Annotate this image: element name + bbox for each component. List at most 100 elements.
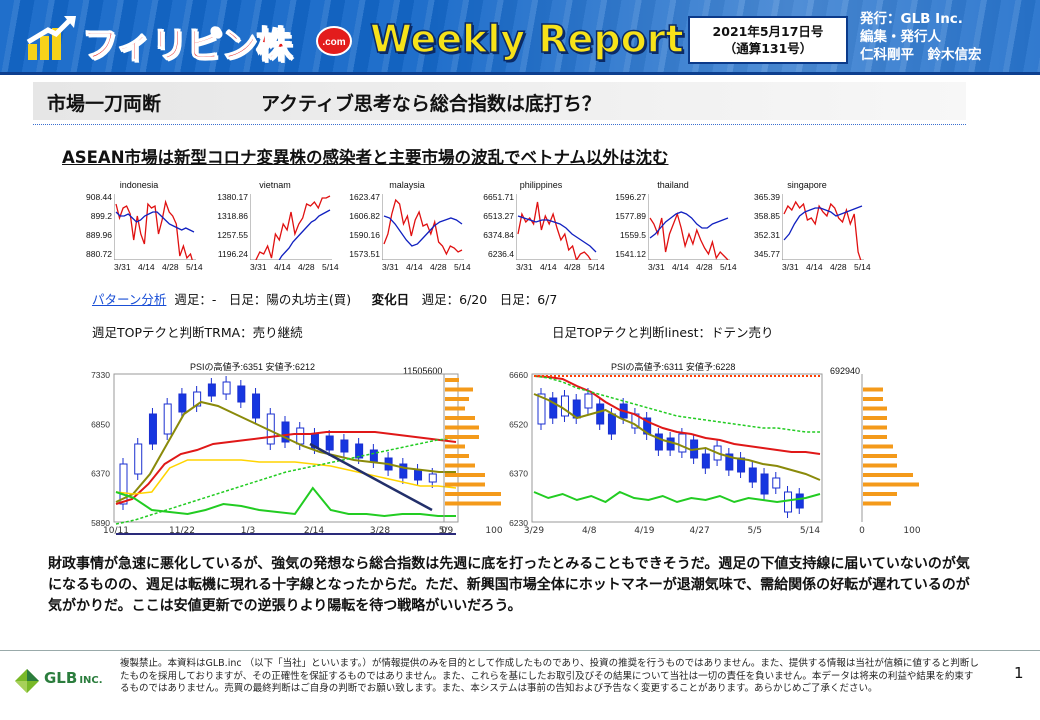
mini-y-tick: 908.44 bbox=[86, 192, 112, 202]
mini-x-tick: 3/31 bbox=[382, 262, 399, 272]
mini-chart-plot bbox=[648, 194, 730, 260]
daily-chart-title: 日足TOPテクと判断linest：ドテン売り bbox=[552, 325, 774, 340]
issue-date: 2021年5月17日号 bbox=[712, 24, 824, 39]
mini-y-tick: 1196.24 bbox=[217, 249, 248, 259]
mini-x-tick: 5/14 bbox=[720, 262, 737, 272]
mini-x-tick: 4/28 bbox=[696, 262, 713, 272]
mini-chart-indonesia: indonesia 908.44 899.2 889.96 880.72 3/31 4/14… bbox=[74, 178, 204, 274]
chart-arrow-logo-icon bbox=[26, 16, 76, 60]
mini-x-tick: 3/31 bbox=[648, 262, 665, 272]
mini-y-tick: 345.77 bbox=[754, 249, 780, 259]
mini-x-tick: 4/14 bbox=[406, 262, 423, 272]
mini-y-tick: 899.2 bbox=[90, 211, 112, 221]
mini-x-tick: 4/14 bbox=[138, 262, 155, 272]
mini-x-tick: 5/14 bbox=[186, 262, 203, 272]
mini-y-tick: 365.39 bbox=[754, 192, 780, 202]
mini-chart-philippines: philippines 6651.71 6513.27 6374.84 6236.4 3/… bbox=[476, 178, 606, 274]
mini-y-tick: 1380.17 bbox=[217, 192, 248, 202]
mini-y-tick: 352.31 bbox=[754, 230, 780, 240]
x-tick: 3/28 bbox=[370, 526, 390, 536]
daily-volume-max: 692940 bbox=[830, 366, 861, 376]
mini-y-tick: 1606.82 bbox=[349, 211, 380, 221]
mini-x-tick: 5/14 bbox=[322, 262, 339, 272]
y-tick: 6520 bbox=[509, 419, 528, 429]
x-tick: 11/22 bbox=[169, 526, 195, 536]
mini-x-tick: 4/28 bbox=[564, 262, 581, 272]
y-tick: 6370 bbox=[509, 469, 528, 479]
daily-psi-label: PSIの高値予:6311 安値予:6228 bbox=[611, 362, 736, 372]
mini-chart-title: malaysia bbox=[389, 180, 425, 190]
mini-y-tick: 1577.89 bbox=[615, 211, 646, 221]
y-tick: 6850 bbox=[91, 419, 110, 429]
mini-x-tick: 4/28 bbox=[830, 262, 847, 272]
mini-y-tick: 6651.71 bbox=[483, 192, 514, 202]
glb-logo-suffix: INC. bbox=[79, 675, 103, 686]
x-tick: 5/5 bbox=[748, 526, 762, 536]
mini-x-tick: 4/14 bbox=[672, 262, 689, 272]
change-day-label: 変化日 bbox=[371, 292, 410, 307]
weekly-chart-title: 週足TOPテクと判断TRMA：売り継続 bbox=[92, 325, 303, 340]
mini-y-tick: 6374.84 bbox=[483, 230, 514, 240]
pattern-analysis-row: パターン分析 週足：- 日足：陽の丸坊主(買) 変化日 週足：6/20 日足：6… bbox=[92, 289, 557, 308]
mini-y-tick: 889.96 bbox=[86, 230, 112, 240]
mini-x-tick: 3/31 bbox=[114, 262, 131, 272]
mini-x-tick: 3/31 bbox=[516, 262, 533, 272]
mini-x-tick: 5/14 bbox=[588, 262, 605, 272]
mini-chart-plot bbox=[114, 194, 196, 260]
change-day-weekly: 週足：6/20 bbox=[421, 292, 488, 307]
y-tick: 6230 bbox=[509, 518, 528, 528]
mini-x-tick: 4/28 bbox=[162, 262, 179, 272]
mini-chart-title: vietnam bbox=[259, 180, 291, 190]
mini-x-tick: 4/14 bbox=[806, 262, 823, 272]
mini-x-tick: 5/14 bbox=[854, 262, 871, 272]
mini-y-tick: 880.72 bbox=[86, 249, 112, 259]
x-tick: 5/14 bbox=[800, 526, 820, 536]
mini-x-tick: 3/31 bbox=[782, 262, 799, 272]
header-banner bbox=[0, 0, 1040, 72]
mini-x-tick: 4/14 bbox=[540, 262, 557, 272]
commentary-paragraph: 財政事情が急速に悪化しているが、強気の発想なら総合指数は先週に底を打ったとみるこ… bbox=[48, 556, 970, 614]
mini-chart-plot bbox=[382, 194, 464, 260]
y-tick: 5890 bbox=[91, 518, 110, 528]
y-tick: 7330 bbox=[91, 370, 110, 380]
change-day-daily: 日足：6/7 bbox=[499, 292, 558, 307]
brand-badge-text: .com bbox=[322, 37, 345, 48]
pattern-daily: 日足：陽の丸坊主(買) bbox=[228, 292, 352, 307]
pattern-analysis-link[interactable]: パターン分析 bbox=[92, 292, 167, 307]
mini-chart-plot bbox=[250, 194, 332, 260]
mini-y-tick: 358.85 bbox=[754, 211, 780, 221]
mini-chart-title: singapore bbox=[787, 180, 827, 190]
section-headline: アクティブ思考なら総合指数は底打ち？ bbox=[261, 93, 601, 115]
weekly-report-title: Weekly Report bbox=[369, 16, 684, 62]
issue-number: （通算131号） bbox=[723, 41, 813, 56]
mini-chart-plot bbox=[516, 194, 598, 260]
x-tick: 1/3 bbox=[241, 526, 255, 536]
mini-y-tick: 1257.55 bbox=[217, 230, 248, 240]
mini-y-tick: 1623.47 bbox=[349, 192, 380, 202]
x-tick: 4/8 bbox=[582, 526, 597, 536]
footer-divider bbox=[0, 650, 1040, 651]
y-tick: 6370 bbox=[91, 469, 110, 479]
hist-tick: 100 bbox=[485, 526, 502, 536]
brand-badge-icon: .com bbox=[316, 26, 352, 56]
mini-x-tick: 5/14 bbox=[454, 262, 471, 272]
issue-date-box: 2021年5月17日号 （通算131号） bbox=[688, 16, 848, 64]
mini-y-tick: 1541.12 bbox=[615, 249, 646, 259]
glb-logo-main: GLB bbox=[44, 669, 78, 687]
mini-chart-plot bbox=[782, 194, 864, 260]
weekly-volume-max: 11505600 bbox=[403, 366, 443, 376]
hist-tick: 0 bbox=[441, 526, 447, 536]
mini-y-tick: 1318.86 bbox=[217, 211, 248, 221]
subheading: ASEAN市場は新型コロナ変異株の感染者と主要市場の波乱でベトナム以外は沈む bbox=[62, 148, 669, 167]
mini-chart-vietnam: vietnam 1380.17 1318.86 1257.55 1196.24 3/31 4… bbox=[210, 178, 340, 274]
header-divider bbox=[0, 72, 1040, 75]
mini-y-tick: 6236.4 bbox=[488, 249, 514, 259]
glb-logo-text: GLB INC. bbox=[44, 669, 103, 687]
mini-y-tick: 1590.16 bbox=[349, 230, 380, 240]
mini-x-tick: 4/28 bbox=[430, 262, 447, 272]
mini-x-tick: 4/28 bbox=[298, 262, 315, 272]
weekly-psi-label: PSIの高値予:6351 安値予:6212 bbox=[190, 362, 316, 372]
mini-chart-thailand: thailand 1596.27 1577.89 1559.5 1541.12 3/31 4… bbox=[608, 178, 738, 274]
